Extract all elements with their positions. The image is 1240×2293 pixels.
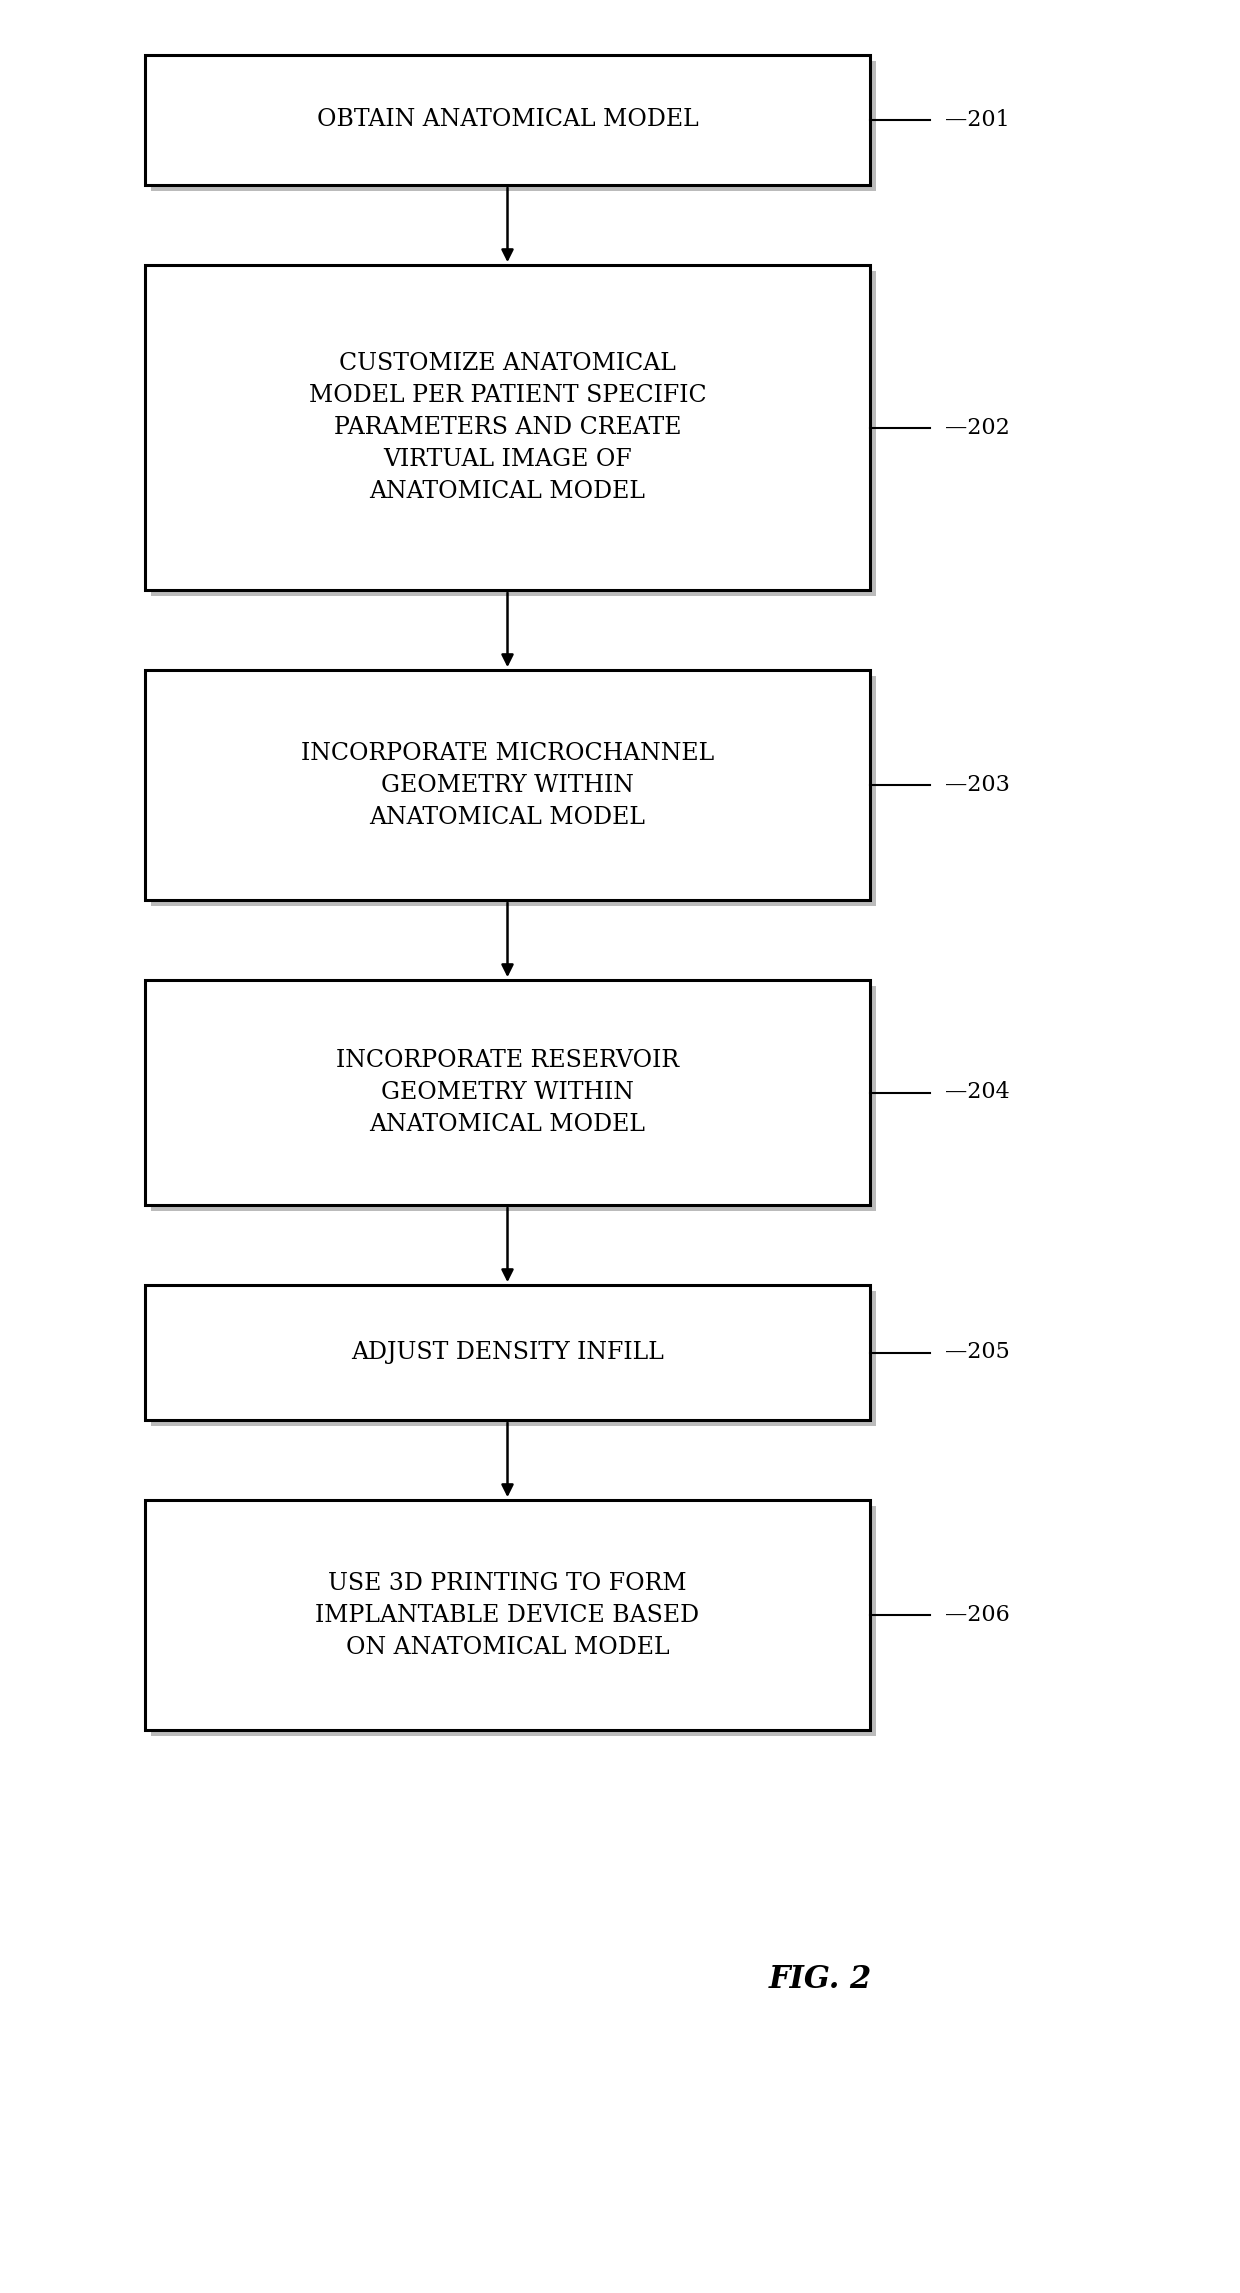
- Text: ADJUST DENSITY INFILL: ADJUST DENSITY INFILL: [351, 1341, 663, 1364]
- Text: INCORPORATE RESERVOIR
GEOMETRY WITHIN
ANATOMICAL MODEL: INCORPORATE RESERVOIR GEOMETRY WITHIN AN…: [336, 1048, 680, 1135]
- Bar: [145, 266, 870, 589]
- Bar: [151, 1291, 875, 1426]
- Text: —203: —203: [945, 775, 1009, 796]
- Text: USE 3D PRINTING TO FORM
IMPLANTABLE DEVICE BASED
ON ANATOMICAL MODEL: USE 3D PRINTING TO FORM IMPLANTABLE DEVI…: [315, 1571, 699, 1658]
- Bar: [145, 55, 870, 186]
- Text: FIG. 2: FIG. 2: [769, 1965, 872, 1995]
- Text: INCORPORATE MICROCHANNEL
GEOMETRY WITHIN
ANATOMICAL MODEL: INCORPORATE MICROCHANNEL GEOMETRY WITHIN…: [301, 741, 714, 828]
- Bar: [145, 979, 870, 1206]
- Text: —202: —202: [945, 417, 1009, 438]
- Bar: [151, 1507, 875, 1736]
- Bar: [145, 1500, 870, 1729]
- Bar: [151, 986, 875, 1211]
- Bar: [145, 1284, 870, 1419]
- Text: CUSTOMIZE ANATOMICAL
MODEL PER PATIENT SPECIFIC
PARAMETERS AND CREATE
VIRTUAL IM: CUSTOMIZE ANATOMICAL MODEL PER PATIENT S…: [309, 353, 707, 502]
- Text: —204: —204: [945, 1082, 1009, 1103]
- Text: —201: —201: [945, 110, 1009, 131]
- Text: OBTAIN ANATOMICAL MODEL: OBTAIN ANATOMICAL MODEL: [316, 108, 698, 131]
- Text: —206: —206: [945, 1605, 1009, 1626]
- Text: —205: —205: [945, 1341, 1009, 1364]
- Bar: [151, 676, 875, 906]
- Bar: [145, 670, 870, 899]
- Bar: [151, 271, 875, 596]
- Bar: [151, 62, 875, 190]
